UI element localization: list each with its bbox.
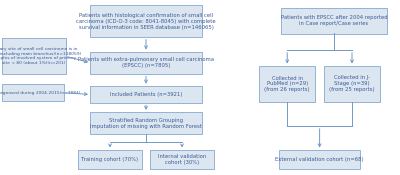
FancyBboxPatch shape: [90, 112, 202, 134]
FancyBboxPatch shape: [150, 150, 214, 169]
Text: Not diagnosed during 2004-2015(n=3884): Not diagnosed during 2004-2015(n=3884): [0, 91, 80, 95]
Text: Patients with EPSCC after 2004 reported
in Case report/Case series: Patients with EPSCC after 2004 reported …: [281, 16, 387, 26]
Text: Stratified Random Grouping
Imputation of missing with Random Forest: Stratified Random Grouping Imputation of…: [90, 118, 202, 129]
Text: Collected in
PubMed (n=29)
(from 26 reports): Collected in PubMed (n=29) (from 26 repo…: [264, 75, 310, 93]
FancyBboxPatch shape: [90, 86, 202, 103]
Text: Patients with histological confirmation of small cell
carcinoma (ICD-O-3 code: 8: Patients with histological confirmation …: [76, 12, 216, 30]
FancyBboxPatch shape: [2, 38, 66, 74]
Text: Primary site of small cell carcinoma is in
lung (including main bronchus)(n=1380: Primary site of small cell carcinoma is …: [0, 47, 81, 65]
Text: Included Patients (n=3921): Included Patients (n=3921): [110, 92, 182, 97]
Text: Collected in J-
Stage (n=39)
(from 25 reports): Collected in J- Stage (n=39) (from 25 re…: [329, 75, 375, 93]
Text: Training cohort (70%): Training cohort (70%): [82, 157, 138, 162]
Text: External validation cohort (n=68): External validation cohort (n=68): [275, 157, 364, 162]
FancyBboxPatch shape: [78, 150, 142, 169]
FancyBboxPatch shape: [281, 8, 387, 34]
FancyBboxPatch shape: [90, 5, 202, 37]
FancyBboxPatch shape: [259, 66, 315, 102]
FancyBboxPatch shape: [90, 52, 202, 74]
Text: Internal validation
cohort (30%): Internal validation cohort (30%): [158, 154, 206, 165]
FancyBboxPatch shape: [279, 150, 360, 169]
FancyBboxPatch shape: [2, 84, 64, 101]
Text: Patients with extra-pulmonary small cell carcinoma
(EPSCC) (n=7805): Patients with extra-pulmonary small cell…: [78, 58, 214, 68]
FancyBboxPatch shape: [324, 66, 380, 102]
